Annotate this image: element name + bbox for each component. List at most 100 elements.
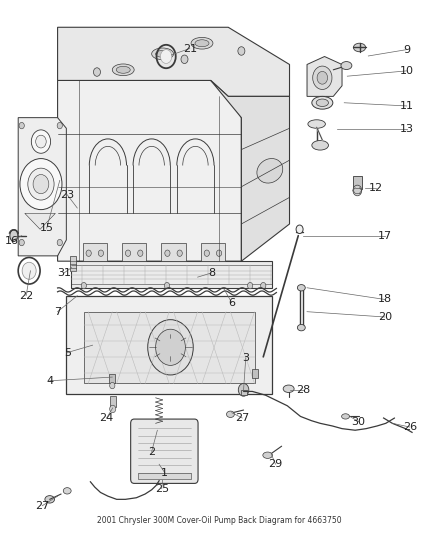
Text: 27: 27 [35, 500, 49, 511]
Text: 7: 7 [54, 306, 61, 317]
Text: 28: 28 [296, 385, 310, 395]
Text: 3: 3 [242, 353, 249, 363]
Circle shape [148, 320, 193, 375]
FancyBboxPatch shape [131, 419, 198, 483]
Text: 16: 16 [5, 236, 18, 246]
Text: 22: 22 [19, 290, 33, 301]
Ellipse shape [297, 285, 304, 291]
Text: 20: 20 [377, 312, 391, 322]
Circle shape [312, 66, 331, 90]
Ellipse shape [307, 120, 325, 128]
Circle shape [138, 250, 143, 256]
Circle shape [164, 282, 169, 289]
Ellipse shape [63, 488, 71, 494]
Ellipse shape [226, 411, 234, 417]
Circle shape [57, 123, 62, 129]
Polygon shape [66, 296, 272, 394]
Circle shape [295, 225, 302, 233]
Bar [109, 374, 115, 383]
Ellipse shape [315, 99, 328, 107]
Ellipse shape [341, 414, 349, 419]
Ellipse shape [283, 385, 293, 392]
Circle shape [57, 239, 62, 246]
Text: 2001 Chrysler 300M Cover-Oil Pump Back Diagram for 4663750: 2001 Chrysler 300M Cover-Oil Pump Back D… [97, 516, 341, 525]
Text: 15: 15 [39, 223, 53, 233]
Circle shape [86, 250, 91, 256]
Ellipse shape [311, 96, 332, 109]
Bar [200, 243, 225, 261]
Circle shape [177, 250, 182, 256]
Ellipse shape [45, 496, 54, 503]
Circle shape [19, 239, 24, 246]
Text: 12: 12 [368, 183, 382, 193]
Circle shape [160, 50, 171, 63]
Bar [161, 243, 185, 261]
Polygon shape [57, 27, 289, 96]
Bar [110, 395, 116, 407]
Text: 8: 8 [208, 268, 215, 278]
Circle shape [352, 185, 361, 196]
Ellipse shape [194, 40, 208, 47]
Circle shape [238, 383, 248, 396]
Polygon shape [306, 56, 341, 96]
Polygon shape [210, 80, 289, 261]
Circle shape [22, 262, 36, 279]
Ellipse shape [353, 43, 365, 52]
Text: 26: 26 [402, 422, 416, 432]
Text: 2: 2 [148, 447, 155, 456]
Text: 23: 23 [60, 190, 74, 200]
Text: 24: 24 [99, 413, 113, 423]
Text: 31: 31 [57, 268, 71, 278]
Ellipse shape [112, 64, 134, 76]
Bar [352, 176, 361, 189]
Bar [240, 390, 246, 395]
Circle shape [125, 250, 131, 256]
Circle shape [20, 159, 62, 209]
Text: 25: 25 [154, 484, 169, 494]
Circle shape [237, 47, 244, 55]
Polygon shape [84, 312, 254, 383]
Ellipse shape [311, 141, 328, 150]
Polygon shape [57, 80, 241, 261]
Bar [138, 473, 191, 479]
Text: 6: 6 [228, 297, 235, 308]
Circle shape [216, 250, 221, 256]
Circle shape [316, 71, 327, 84]
Bar [252, 368, 257, 378]
Ellipse shape [10, 230, 18, 241]
Circle shape [19, 123, 24, 129]
Circle shape [93, 68, 100, 76]
Ellipse shape [151, 48, 173, 60]
Ellipse shape [297, 325, 304, 331]
Bar [122, 243, 146, 261]
Polygon shape [71, 261, 272, 288]
Ellipse shape [262, 452, 272, 458]
Polygon shape [18, 118, 66, 256]
Text: 4: 4 [46, 376, 53, 386]
Text: 9: 9 [403, 45, 410, 54]
Circle shape [110, 405, 116, 413]
Text: 5: 5 [64, 348, 71, 358]
Circle shape [260, 282, 265, 289]
Bar [70, 256, 76, 271]
Circle shape [35, 135, 46, 148]
Circle shape [247, 282, 252, 289]
Text: 1: 1 [161, 468, 168, 478]
Text: 27: 27 [235, 413, 249, 423]
Circle shape [98, 250, 103, 256]
Text: 17: 17 [377, 231, 391, 241]
Circle shape [155, 329, 185, 366]
Circle shape [204, 250, 209, 256]
Bar [82, 243, 107, 261]
Circle shape [180, 55, 187, 63]
Ellipse shape [191, 37, 212, 49]
Ellipse shape [116, 66, 130, 73]
Ellipse shape [256, 158, 282, 183]
Ellipse shape [155, 51, 169, 58]
Text: 30: 30 [351, 417, 365, 427]
Circle shape [31, 130, 50, 154]
Text: 11: 11 [399, 101, 413, 111]
Circle shape [28, 168, 54, 200]
Text: 21: 21 [182, 44, 196, 53]
Text: 13: 13 [399, 124, 413, 134]
